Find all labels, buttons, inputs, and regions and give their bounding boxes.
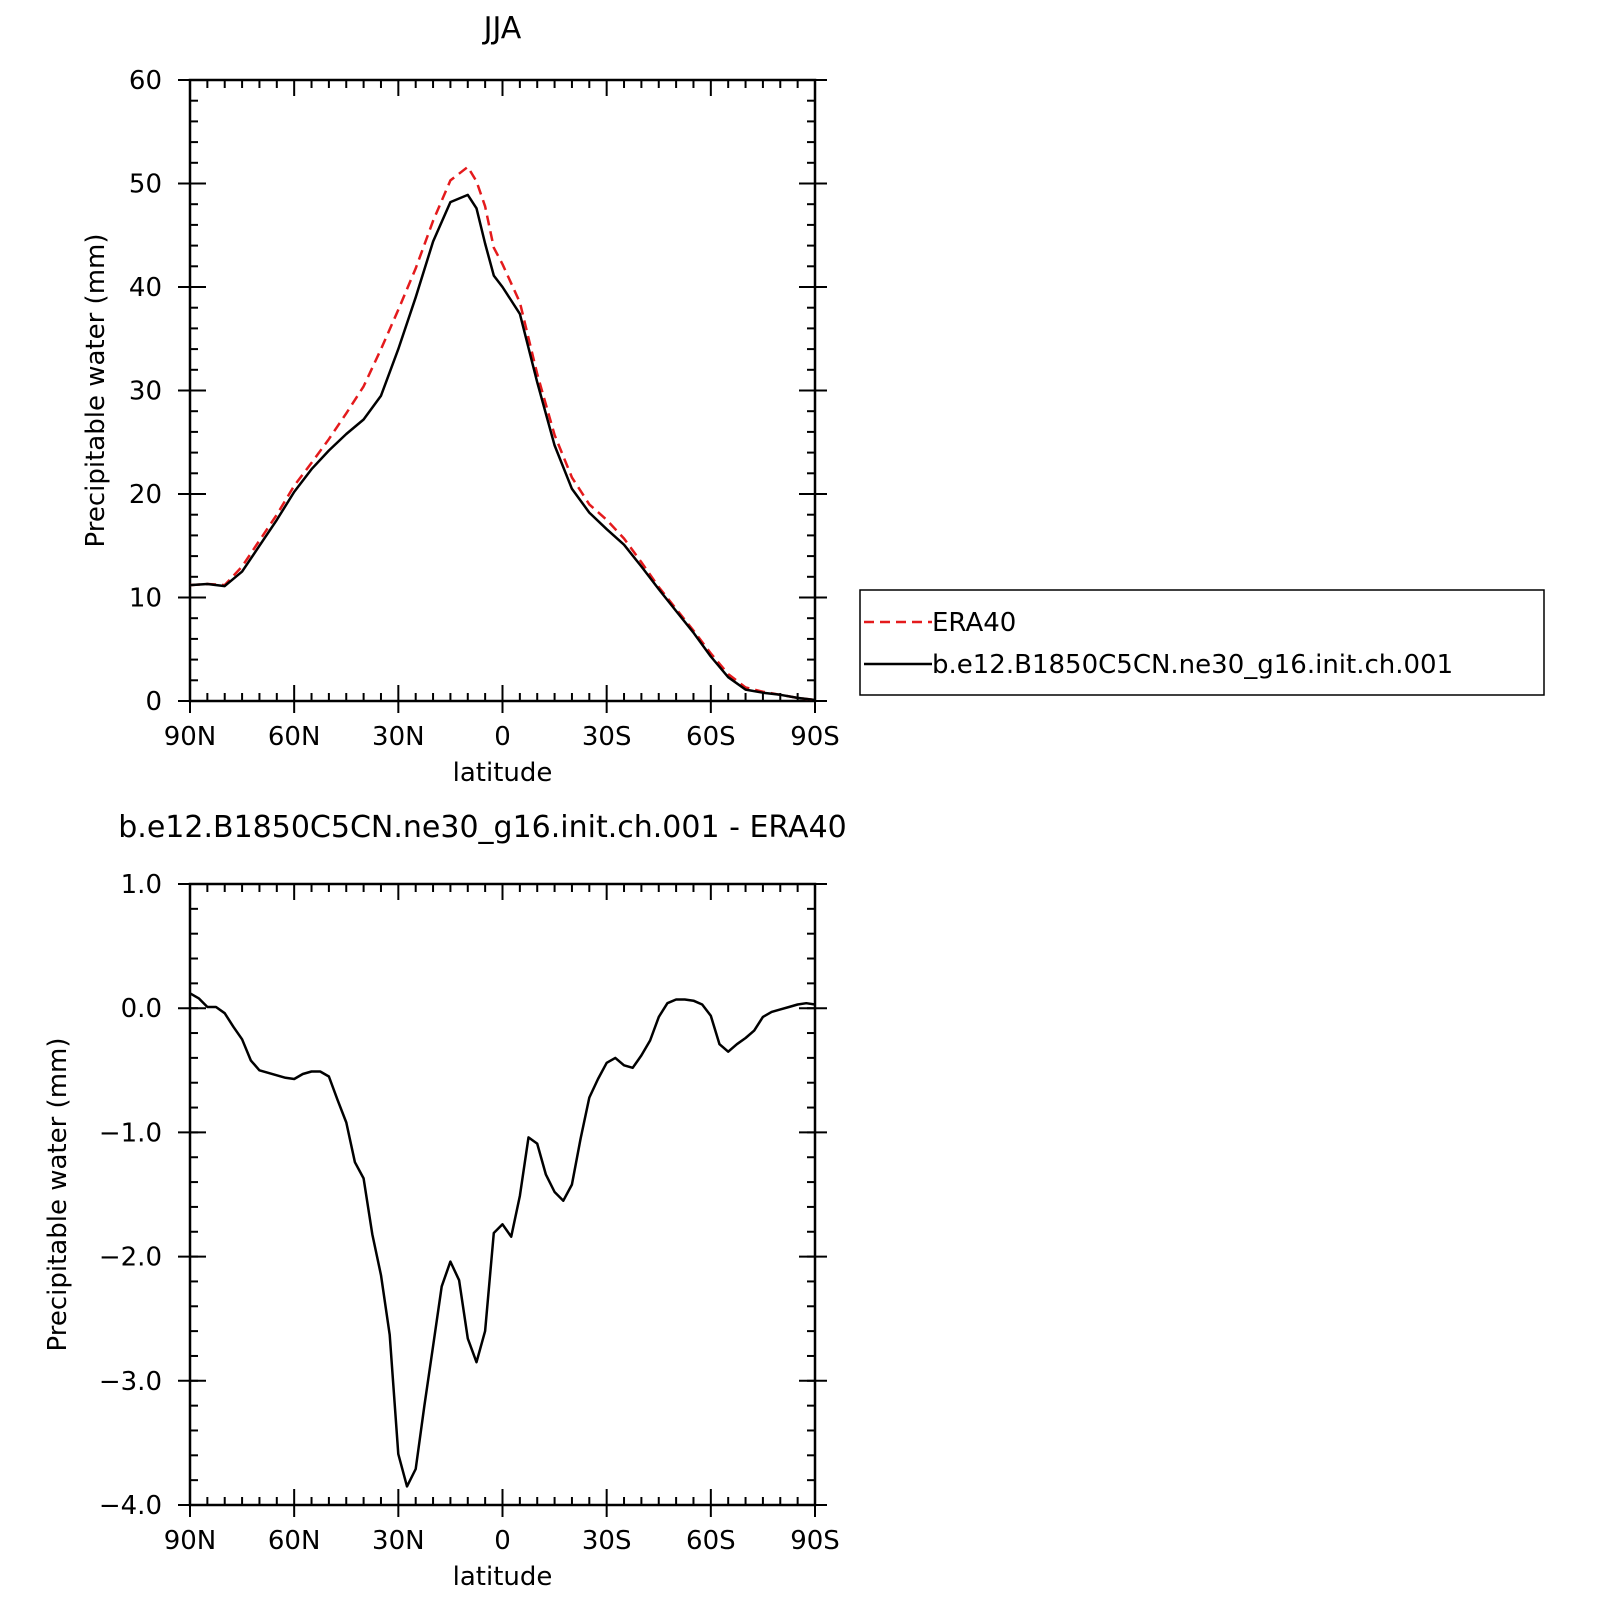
x-tick-label: 0	[494, 722, 511, 752]
legend: ERA40 b.e12.B1850C5CN.ne30_g16.init.ch.00…	[859, 589, 1545, 696]
chart-1: JJA 90N 60N 30N 0 30S 60S 90S 0 10 20 30 40 50 60 latit…	[81, 11, 1545, 788]
y-tick-label: −4.0	[99, 1491, 162, 1521]
legend-label: ERA40	[932, 608, 1016, 638]
y-tick-label: 50	[129, 170, 162, 200]
y-tick-label: 0	[145, 687, 162, 717]
chart-title: b.e12.B1850C5CN.ne30_g16.init.ch.001 - E…	[118, 810, 847, 845]
x-tick-label: 30N	[372, 722, 425, 752]
y-tick-label: 20	[129, 480, 162, 510]
y-tick-label: 0.0	[121, 994, 162, 1024]
y-tick-label: −3.0	[99, 1367, 162, 1397]
y-axis-label: Precipitable water (mm)	[81, 234, 111, 548]
y-tick-label: 60	[129, 66, 162, 96]
y-tick-label: 30	[129, 377, 162, 407]
legend-box	[859, 589, 1545, 696]
x-axis-label: latitude	[453, 1562, 553, 1592]
series-line-1	[189, 992, 816, 1488]
x-axis-label: latitude	[453, 758, 553, 788]
plot-frame	[188, 882, 817, 1507]
y-tick-label: −2.0	[99, 1243, 162, 1273]
chart-2: b.e12.B1850C5CN.ne30_g16.init.ch.001 - E…	[43, 810, 847, 1592]
x-tick-label: 30S	[582, 722, 632, 752]
y-axis-label: Precipitable water (mm)	[43, 1038, 73, 1352]
x-tick-label: 30N	[372, 1526, 425, 1556]
x-tick-label: 60N	[268, 1526, 321, 1556]
x-tick-label: 60S	[686, 722, 736, 752]
x-tick-label: 90N	[164, 722, 217, 752]
x-tick-label: 30S	[582, 1526, 632, 1556]
x-tick-label: 60N	[268, 722, 321, 752]
series-line-2	[189, 193, 816, 702]
plot-frame	[188, 78, 817, 703]
x-tick-label: 0	[494, 1526, 511, 1556]
legend-label: b.e12.B1850C5CN.ne30_g16.init.ch.001	[932, 650, 1453, 680]
x-tick-label: 60S	[686, 1526, 736, 1556]
series-line-1	[189, 165, 816, 702]
chart-title: JJA	[482, 11, 522, 46]
y-tick-label: −1.0	[99, 1118, 162, 1148]
x-tick-label: 90S	[790, 1526, 840, 1556]
x-tick-label: 90S	[790, 722, 840, 752]
y-tick-label: 40	[129, 273, 162, 303]
x-tick-label: 90N	[164, 1526, 217, 1556]
y-tick-label: 1.0	[121, 870, 162, 900]
y-tick-label: 10	[129, 584, 162, 614]
